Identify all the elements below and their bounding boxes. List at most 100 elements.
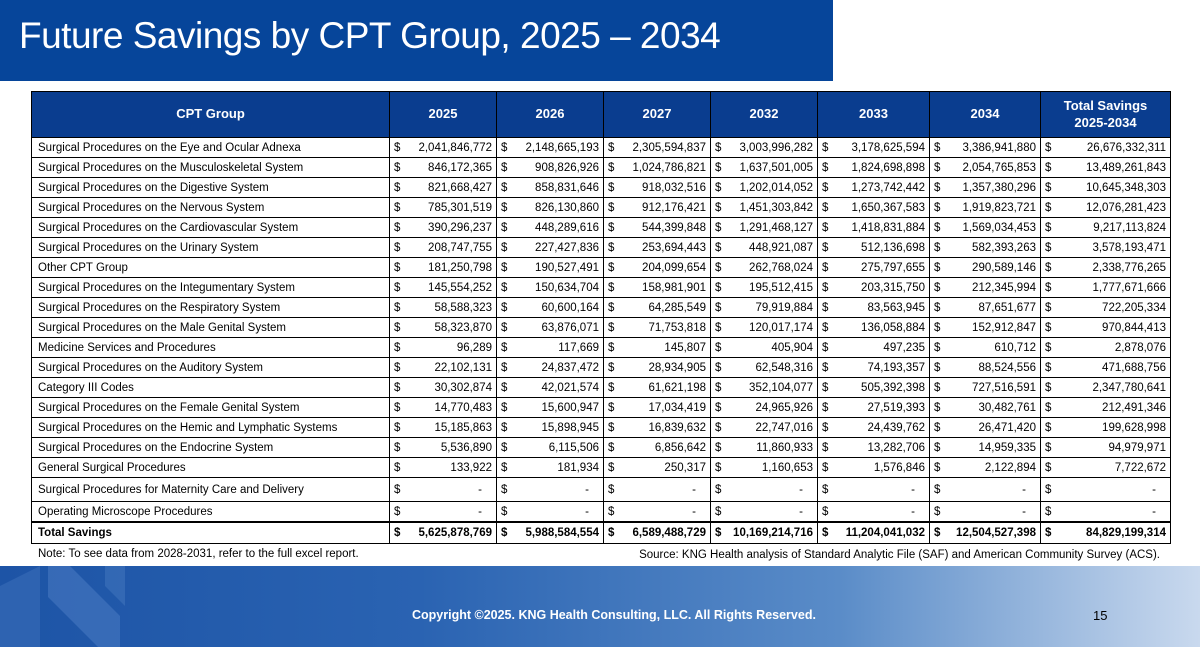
amount-value: - <box>692 483 696 496</box>
amount-value: 204,099,654 <box>642 261 706 274</box>
amount-value: 582,393,263 <box>972 241 1036 254</box>
table-row: Surgical Procedures on the Auditory Syst… <box>31 357 1171 378</box>
amount-value: 3,003,996,282 <box>739 141 813 154</box>
cpt-group-name: Surgical Procedures on the Hemic and Lym… <box>31 417 390 438</box>
currency-symbol: $ <box>394 361 401 374</box>
cpt-group-name: Surgical Procedures on the Endocrine Sys… <box>31 437 390 458</box>
currency-symbol: $ <box>715 201 722 214</box>
amount-cell: $11,860,933 <box>710 437 818 458</box>
currency-symbol: $ <box>715 401 722 414</box>
amount-cell: $212,491,346 <box>1040 397 1171 418</box>
amount-cell: $208,747,755 <box>389 237 497 258</box>
amount-value: 785,301,519 <box>428 201 492 214</box>
amount-value: 544,399,848 <box>642 221 706 234</box>
amount-cell: $195,512,415 <box>710 277 818 298</box>
amount-value: 1,451,303,842 <box>739 201 813 214</box>
currency-symbol: $ <box>608 181 615 194</box>
cpt-group-name: Medicine Services and Procedures <box>31 337 390 358</box>
amount-cell: $199,628,998 <box>1040 417 1171 438</box>
currency-symbol: $ <box>934 361 941 374</box>
amount-value: 3,578,193,471 <box>1092 241 1166 254</box>
amount-value: 87,651,677 <box>978 301 1036 314</box>
amount-value: 15,898,945 <box>541 421 599 434</box>
amount-value: 203,315,750 <box>861 281 925 294</box>
footnote: Note: To see data from 2028-2031, refer … <box>38 548 359 560</box>
cpt-group-name: Surgical Procedures on the Auditory Syst… <box>31 357 390 378</box>
amount-value: - <box>911 505 915 518</box>
amount-cell: $64,285,549 <box>603 297 711 318</box>
amount-value: 250,317 <box>664 461 706 474</box>
table-row: Medicine Services and Procedures $96,289 $… <box>31 337 1171 358</box>
currency-symbol: $ <box>608 221 615 234</box>
amount-cell: $14,770,483 <box>389 397 497 418</box>
header-2034: 2034 <box>929 91 1041 138</box>
amount-value: 26,471,420 <box>978 421 1036 434</box>
slide-title: Future Savings by CPT Group, 2025 – 2034 <box>19 15 721 56</box>
currency-symbol: $ <box>822 161 829 174</box>
header-2026: 2026 <box>496 91 604 138</box>
amount-value: 145,554,252 <box>428 281 492 294</box>
currency-symbol: $ <box>1045 321 1052 334</box>
amount-cell: $826,130,860 <box>496 197 604 218</box>
currency-symbol: $ <box>501 483 508 496</box>
currency-symbol: $ <box>394 341 401 354</box>
currency-symbol: $ <box>1045 181 1052 194</box>
amount-cell: $497,235 <box>817 337 930 358</box>
amount-cell: $1,160,653 <box>710 457 818 478</box>
amount-cell: $2,305,594,837 <box>603 137 711 158</box>
amount-value: 970,844,413 <box>1102 321 1166 334</box>
page-number: 15 <box>1093 608 1108 623</box>
currency-symbol: $ <box>934 141 941 154</box>
currency-symbol: $ <box>1045 381 1052 394</box>
cpt-group-name: Surgical Procedures on the Male Genital … <box>31 317 390 338</box>
currency-symbol: $ <box>394 421 401 434</box>
amount-value: 195,512,415 <box>749 281 813 294</box>
currency-symbol: $ <box>394 381 401 394</box>
amount-cell: $83,563,945 <box>817 297 930 318</box>
currency-symbol: $ <box>822 321 829 334</box>
currency-symbol: $ <box>394 321 401 334</box>
table-row: Surgical Procedures on the Eye and Ocula… <box>31 137 1171 158</box>
currency-symbol: $ <box>715 483 722 496</box>
currency-symbol: $ <box>501 341 508 354</box>
amount-cell: $74,193,357 <box>817 357 930 378</box>
amount-cell: $28,934,905 <box>603 357 711 378</box>
amount-value: 158,981,901 <box>642 281 706 294</box>
amount-value: 14,959,335 <box>978 441 1036 454</box>
amount-value: 14,770,483 <box>434 401 492 414</box>
amount-value: 12,504,527,398 <box>956 527 1036 539</box>
cpt-group-name: Other CPT Group <box>31 257 390 278</box>
amount-cell: $117,669 <box>496 337 604 358</box>
currency-symbol: $ <box>608 161 615 174</box>
currency-symbol: $ <box>608 421 615 434</box>
amount-cell: $158,981,901 <box>603 277 711 298</box>
amount-cell: $9,217,113,824 <box>1040 217 1171 238</box>
currency-symbol: $ <box>934 505 941 518</box>
amount-value: 42,021,574 <box>541 381 599 394</box>
currency-symbol: $ <box>715 261 722 274</box>
amount-value: 2,054,765,853 <box>962 161 1036 174</box>
amount-value: 275,797,655 <box>861 261 925 274</box>
amount-value: 24,965,926 <box>755 401 813 414</box>
currency-symbol: $ <box>608 261 615 274</box>
amount-value: 2,148,665,193 <box>525 141 599 154</box>
amount-cell: $1,357,380,296 <box>929 177 1041 198</box>
currency-symbol: $ <box>822 181 829 194</box>
amount-value: 858,831,646 <box>535 181 599 194</box>
amount-cell: $970,844,413 <box>1040 317 1171 338</box>
cpt-group-name: General Surgical Procedures <box>31 457 390 478</box>
cpt-group-name: Category III Codes <box>31 377 390 398</box>
amount-cell: $150,634,704 <box>496 277 604 298</box>
amount-cell: $145,807 <box>603 337 711 358</box>
currency-symbol: $ <box>501 241 508 254</box>
amount-cell: $5,625,878,769 <box>389 521 497 544</box>
amount-cell: $544,399,848 <box>603 217 711 238</box>
amount-value: - <box>478 483 482 496</box>
currency-symbol: $ <box>394 527 401 539</box>
amount-value: 212,345,994 <box>972 281 1036 294</box>
currency-symbol: $ <box>394 241 401 254</box>
amount-cell: $1,451,303,842 <box>710 197 818 218</box>
amount-cell: $13,489,261,843 <box>1040 157 1171 178</box>
currency-symbol: $ <box>822 461 829 474</box>
amount-value: 1,569,034,453 <box>962 221 1036 234</box>
